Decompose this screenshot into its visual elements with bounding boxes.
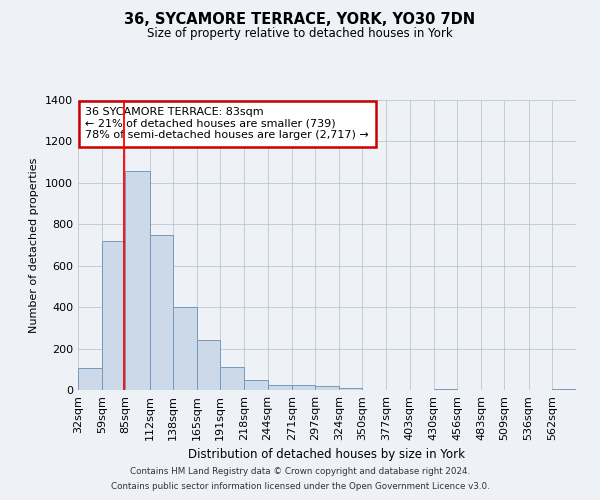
Bar <box>434 388 457 390</box>
Bar <box>149 235 173 390</box>
Bar <box>315 386 339 390</box>
Bar <box>173 307 197 390</box>
Text: 36, SYCAMORE TERRACE, YORK, YO30 7DN: 36, SYCAMORE TERRACE, YORK, YO30 7DN <box>124 12 476 28</box>
Bar <box>220 367 244 390</box>
Text: Contains public sector information licensed under the Open Government Licence v3: Contains public sector information licen… <box>110 482 490 491</box>
Bar <box>197 340 220 390</box>
Text: Size of property relative to detached houses in York: Size of property relative to detached ho… <box>147 28 453 40</box>
Bar <box>292 386 315 390</box>
X-axis label: Distribution of detached houses by size in York: Distribution of detached houses by size … <box>188 448 466 462</box>
Text: 36 SYCAMORE TERRACE: 83sqm
← 21% of detached houses are smaller (739)
78% of sem: 36 SYCAMORE TERRACE: 83sqm ← 21% of deta… <box>85 108 369 140</box>
Text: Contains HM Land Registry data © Crown copyright and database right 2024.: Contains HM Land Registry data © Crown c… <box>130 467 470 476</box>
Bar <box>268 385 292 390</box>
Bar <box>244 380 268 390</box>
Bar <box>78 368 102 390</box>
Bar <box>102 241 125 390</box>
Bar <box>339 388 362 390</box>
Y-axis label: Number of detached properties: Number of detached properties <box>29 158 40 332</box>
Bar <box>125 171 149 390</box>
